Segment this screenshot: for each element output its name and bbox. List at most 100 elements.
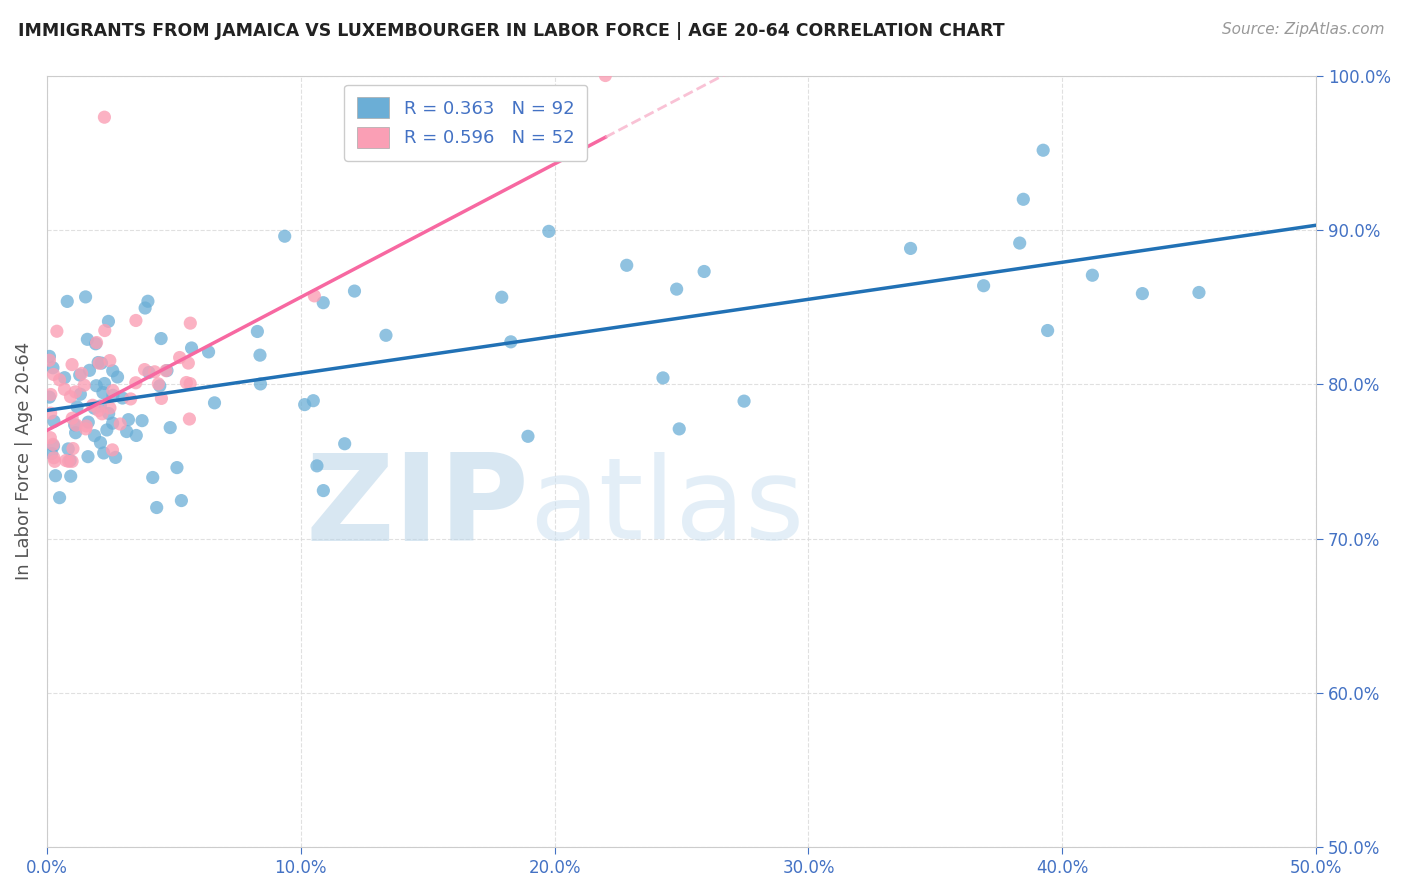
Point: [97, 407, 120, 421]
Point: [42, 360, 65, 375]
Point: [111, 391, 134, 405]
Point: [125, 376, 148, 390]
Point: [77, 415, 100, 429]
Point: [69, 387, 91, 401]
Point: [91, 407, 114, 421]
Point: [652, 371, 675, 385]
Point: [91, 385, 114, 400]
Point: [53, 382, 76, 396]
Point: [84, 336, 107, 351]
Point: [101, 416, 124, 430]
Point: [312, 295, 335, 310]
Point: [143, 365, 166, 379]
Point: [53, 370, 76, 384]
Point: [1081, 268, 1104, 283]
Point: [79, 363, 101, 377]
Point: [179, 376, 201, 391]
Point: [973, 278, 995, 293]
Point: [42, 368, 65, 382]
Point: [733, 394, 755, 409]
Legend: R = 0.363   N = 92, R = 0.596   N = 52: R = 0.363 N = 92, R = 0.596 N = 52: [344, 85, 588, 161]
Point: [302, 393, 325, 408]
Point: [45, 324, 67, 338]
Point: [131, 414, 153, 428]
Point: [44, 468, 66, 483]
Point: [58, 442, 80, 456]
Point: [1132, 286, 1154, 301]
Point: [44, 454, 66, 468]
Point: [60, 411, 83, 425]
Text: Source: ZipAtlas.com: Source: ZipAtlas.com: [1222, 22, 1385, 37]
Point: [59, 469, 82, 483]
Point: [89, 356, 111, 370]
Point: [1032, 143, 1054, 157]
Point: [246, 325, 269, 339]
Point: [273, 229, 295, 244]
Point: [59, 453, 82, 467]
Point: [155, 364, 177, 378]
Point: [616, 258, 638, 272]
Point: [115, 425, 138, 439]
Point: [197, 345, 219, 359]
Text: ZIP: ZIP: [305, 450, 529, 566]
Point: [117, 412, 139, 426]
Point: [98, 353, 121, 368]
Point: [491, 290, 513, 304]
Point: [693, 264, 716, 278]
Point: [66, 400, 89, 414]
Point: [176, 376, 198, 390]
Point: [38, 350, 60, 364]
Point: [73, 378, 96, 392]
Point: [87, 355, 110, 369]
Point: [76, 332, 98, 346]
Point: [179, 412, 201, 426]
Text: IMMIGRANTS FROM JAMAICA VS LUXEMBOURGER IN LABOR FORCE | AGE 20-64 CORRELATION C: IMMIGRANTS FROM JAMAICA VS LUXEMBOURGER …: [18, 22, 1005, 40]
Point: [75, 422, 97, 436]
Point: [159, 420, 181, 434]
Point: [180, 341, 202, 355]
Point: [38, 390, 60, 404]
Point: [38, 353, 60, 368]
Y-axis label: In Labor Force | Age 20-64: In Labor Force | Age 20-64: [15, 343, 32, 581]
Point: [179, 316, 201, 330]
Point: [98, 401, 121, 415]
Point: [169, 351, 191, 365]
Point: [150, 392, 173, 406]
Point: [294, 398, 316, 412]
Point: [59, 390, 82, 404]
Point: [537, 224, 560, 238]
Point: [42, 437, 65, 451]
Point: [101, 364, 124, 378]
Point: [83, 401, 105, 416]
Point: [1188, 285, 1211, 300]
Point: [304, 289, 326, 303]
Point: [108, 417, 131, 431]
Point: [39, 406, 62, 420]
Point: [375, 328, 398, 343]
Point: [86, 335, 108, 350]
Point: [48, 373, 70, 387]
Point: [125, 313, 148, 327]
Point: [145, 500, 167, 515]
Point: [134, 301, 156, 315]
Point: [517, 429, 540, 443]
Point: [249, 376, 271, 391]
Point: [101, 442, 124, 457]
Point: [89, 435, 111, 450]
Point: [1036, 324, 1059, 338]
Point: [93, 376, 115, 391]
Point: [75, 419, 97, 434]
Point: [177, 356, 200, 370]
Point: [101, 384, 124, 398]
Point: [84, 378, 107, 392]
Point: [55, 453, 77, 467]
Point: [333, 436, 356, 450]
Point: [312, 483, 335, 498]
Point: [42, 450, 65, 465]
Point: [65, 384, 87, 399]
Point: [63, 417, 86, 432]
Point: [595, 69, 617, 83]
Point: [499, 334, 522, 349]
Point: [156, 363, 179, 377]
Point: [60, 454, 83, 468]
